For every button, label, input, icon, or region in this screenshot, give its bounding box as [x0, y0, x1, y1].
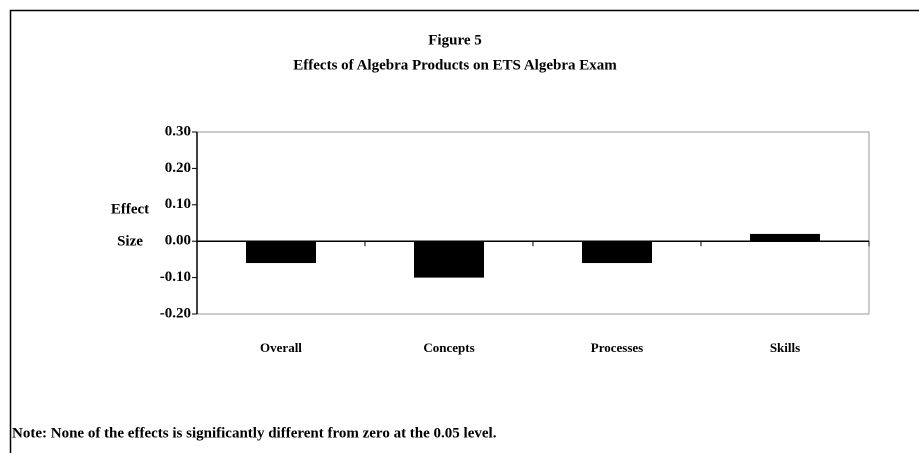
bar: [414, 241, 484, 278]
bar: [582, 241, 652, 264]
y-axis-label: Effect: [111, 201, 149, 217]
frame: [9, 9, 919, 453]
note: Note: None of the effects is significant…: [12, 425, 497, 441]
plot-area: [196, 131, 870, 315]
x-tick-label: Processes: [591, 340, 643, 355]
y-tick-label: -0.20: [160, 305, 191, 321]
chart-subtitle: Effects of Algebra Products on ETS Algeb…: [293, 57, 617, 73]
bar: [246, 241, 316, 264]
bar: [750, 233, 820, 242]
chart-title: Figure 5: [428, 32, 481, 48]
x-tick-label: Overall: [260, 340, 302, 355]
x-tick-label: Concepts: [423, 340, 474, 355]
y-tick-label: 0.00: [165, 233, 191, 249]
y-tick-label: 0.20: [165, 160, 191, 176]
y-tick-label: 0.30: [165, 123, 191, 139]
y-tick-label: 0.10: [165, 196, 191, 212]
y-axis-label: Size: [117, 233, 143, 249]
y-tick-label: -0.10: [160, 269, 191, 285]
x-tick-label: Skills: [770, 340, 800, 355]
